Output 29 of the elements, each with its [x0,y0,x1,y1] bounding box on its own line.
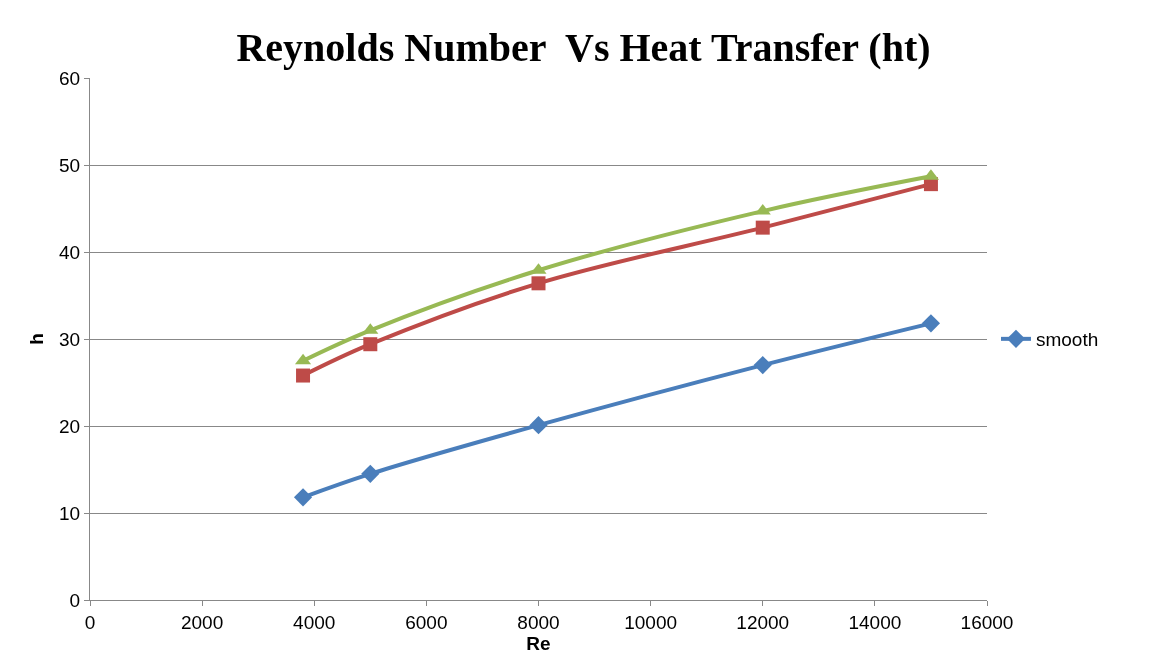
point [529,416,548,435]
x-tick-label: 0 [84,611,96,633]
y-tick-label: 0 [69,589,81,611]
point [755,220,770,235]
y-tick-label: 50 [59,154,81,176]
x-tick-label: 10000 [624,611,678,633]
y-tick-label: 40 [59,241,81,263]
x-tick-label: 14000 [848,611,902,633]
point [531,276,546,291]
legend-label: smooth [1035,329,1099,351]
point [921,314,941,333]
x-tick-label: 4000 [293,611,336,633]
y-tick-label: 10 [59,502,81,524]
point [361,464,380,483]
x-tick-label: 16000 [960,611,1014,633]
point [296,368,311,383]
x-tick-label: 2000 [180,611,224,633]
y-tick-label: 20 [59,415,81,437]
x-axis-title: Re [526,632,551,654]
x-tick-label: 12000 [736,611,790,633]
y-axis-title: h [25,333,47,345]
point [753,356,772,375]
point [363,337,378,352]
x-tick-label: 6000 [405,611,448,633]
chart-title: Reynolds Number Vs Heat Transfer (ht) [236,24,931,70]
x-tick-label: 8000 [517,611,560,633]
point [293,488,313,507]
y-tick-label: 60 [59,67,81,89]
y-tick-label: 30 [59,328,81,350]
